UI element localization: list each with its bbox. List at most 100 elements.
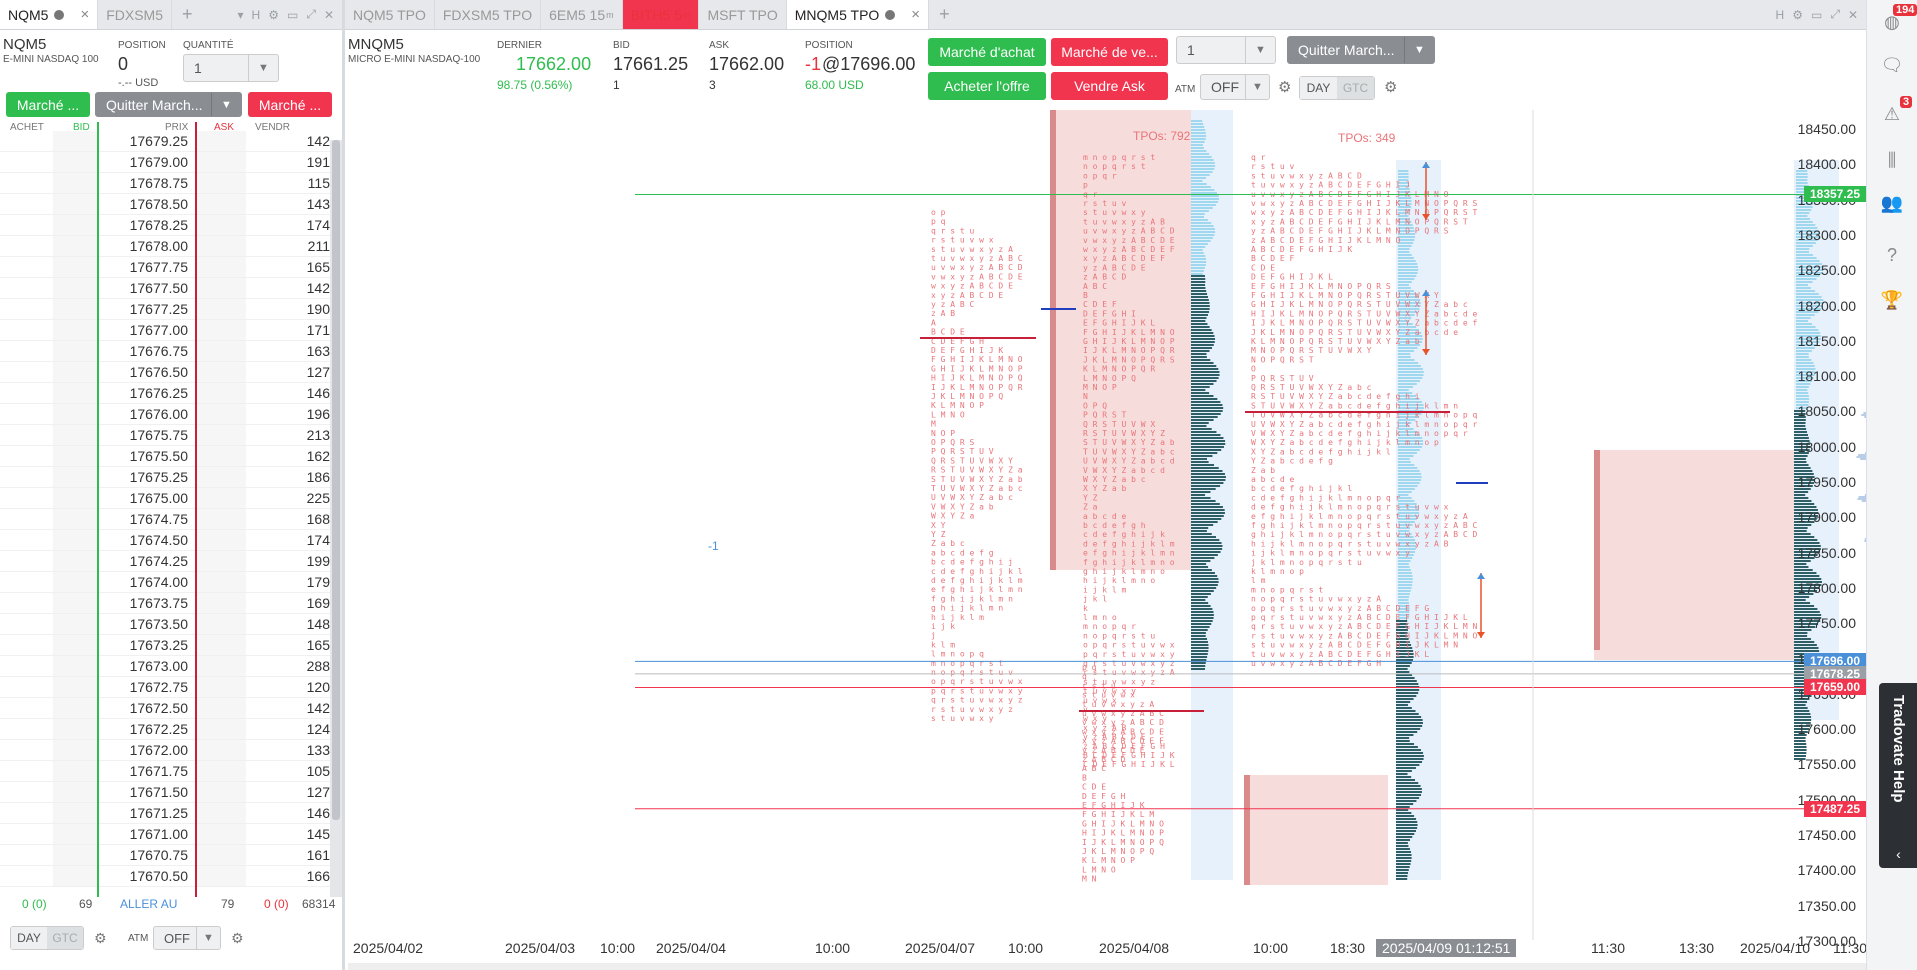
bid-cell[interactable] bbox=[53, 257, 98, 277]
ask-cell[interactable] bbox=[196, 593, 246, 613]
close-icon[interactable]: ✕ bbox=[1847, 7, 1858, 22]
bid-cell[interactable] bbox=[53, 404, 98, 424]
ladder-row[interactable]: 17674.25 199 bbox=[0, 551, 342, 572]
ask-cell[interactable] bbox=[196, 383, 246, 403]
ladder-row[interactable]: 17673.00 288 bbox=[0, 656, 342, 677]
ask-cell[interactable] bbox=[196, 194, 246, 214]
ladder-row[interactable]: 17676.00 196 bbox=[0, 404, 342, 425]
sell-ask-button[interactable]: Vendre Ask bbox=[1051, 72, 1168, 100]
buy-market-button[interactable]: Marché d'achat bbox=[928, 38, 1046, 66]
ladder-row[interactable]: 17673.25 165 bbox=[0, 635, 342, 656]
ask-cell[interactable] bbox=[196, 761, 246, 781]
ask-cell[interactable] bbox=[196, 257, 246, 277]
bid-cell[interactable] bbox=[53, 467, 98, 487]
buy-bid-button[interactable]: Acheter l'offre bbox=[928, 72, 1046, 100]
ask-cell[interactable] bbox=[196, 467, 246, 487]
ask-cell[interactable] bbox=[196, 698, 246, 718]
chevron-down-icon[interactable]: ▾ bbox=[237, 7, 244, 22]
bid-cell[interactable] bbox=[53, 446, 98, 466]
bid-cell[interactable] bbox=[53, 173, 98, 193]
ladder-row[interactable]: 17679.00 191 bbox=[0, 152, 342, 173]
users-icon[interactable]: 👥 bbox=[1880, 193, 1904, 213]
ladder-row[interactable]: 17676.50 127 bbox=[0, 362, 342, 383]
ladder-row[interactable]: 17677.75 165 bbox=[0, 257, 342, 278]
ask-cell[interactable] bbox=[196, 530, 246, 550]
quantity-select[interactable]: 1 ▼ bbox=[1176, 36, 1276, 64]
window-icon[interactable]: ▭ bbox=[1810, 7, 1823, 22]
bid-cell[interactable] bbox=[53, 215, 98, 235]
ask-cell[interactable] bbox=[196, 173, 246, 193]
bid-cell[interactable] bbox=[53, 509, 98, 529]
bid-cell[interactable] bbox=[53, 698, 98, 718]
bid-cell[interactable] bbox=[53, 299, 98, 319]
tpo-chart[interactable]: o p p q q r s t u r s t u v w x s t u v … bbox=[348, 110, 1866, 940]
bid-cell[interactable] bbox=[53, 572, 98, 592]
bid-cell[interactable] bbox=[53, 740, 98, 760]
ladder-row[interactable]: 17675.75 213 bbox=[0, 425, 342, 446]
bid-cell[interactable] bbox=[53, 677, 98, 697]
bid-cell[interactable] bbox=[53, 152, 98, 172]
tab-fdxsm5[interactable]: FDXSM5 bbox=[98, 0, 173, 29]
ladder-row[interactable]: 17678.00 211 bbox=[0, 236, 342, 257]
bid-cell[interactable] bbox=[53, 593, 98, 613]
bid-cell[interactable] bbox=[53, 530, 98, 550]
tab-mnqm5-tpo[interactable]: MNQM5 TPO × bbox=[786, 0, 930, 29]
ask-cell[interactable] bbox=[196, 719, 246, 739]
ask-cell[interactable] bbox=[196, 740, 246, 760]
ladder-row[interactable]: 17673.75 169 bbox=[0, 593, 342, 614]
ask-cell[interactable] bbox=[196, 404, 246, 424]
ladder-row[interactable]: 17671.25 146 bbox=[0, 803, 342, 824]
close-icon[interactable]: × bbox=[80, 6, 90, 23]
ask-cell[interactable] bbox=[196, 824, 246, 844]
bid-cell[interactable] bbox=[53, 761, 98, 781]
ask-cell[interactable] bbox=[196, 341, 246, 361]
ask-cell[interactable] bbox=[196, 803, 246, 823]
bid-cell[interactable] bbox=[53, 362, 98, 382]
ask-cell[interactable] bbox=[196, 572, 246, 592]
bid-cell[interactable] bbox=[53, 803, 98, 823]
ask-cell[interactable] bbox=[196, 425, 246, 445]
ask-cell[interactable] bbox=[196, 236, 246, 256]
quantity-select[interactable]: 1 ▼ bbox=[183, 54, 279, 82]
bid-cell[interactable] bbox=[53, 656, 98, 676]
ask-cell[interactable] bbox=[196, 299, 246, 319]
ladder-row[interactable]: 17675.00 225 bbox=[0, 488, 342, 509]
ask-cell[interactable] bbox=[196, 446, 246, 466]
gear-icon[interactable]: ⚙ bbox=[1792, 7, 1803, 22]
ladder-row[interactable]: 17676.25 146 bbox=[0, 383, 342, 404]
bid-cell[interactable] bbox=[53, 425, 98, 445]
ask-cell[interactable] bbox=[196, 131, 246, 151]
help-icon[interactable]: ? bbox=[1886, 245, 1897, 265]
ladder-row[interactable]: 17678.75 115 bbox=[0, 173, 342, 194]
ask-cell[interactable] bbox=[196, 278, 246, 298]
ladder-row[interactable]: 17671.50 127 bbox=[0, 782, 342, 803]
tif-toggle[interactable]: DAY GTC bbox=[10, 926, 84, 950]
ask-cell[interactable] bbox=[196, 782, 246, 802]
ask-cell[interactable] bbox=[196, 866, 246, 886]
gear-icon[interactable]: ⚙ bbox=[94, 930, 107, 946]
ladder-row[interactable]: 17677.00 171 bbox=[0, 320, 342, 341]
h-icon[interactable]: H bbox=[1775, 7, 1785, 22]
gear-icon[interactable]: ⚙ bbox=[268, 7, 279, 22]
bid-cell[interactable] bbox=[53, 866, 98, 886]
quit-market-select[interactable]: Quitter March... ▼ bbox=[1287, 36, 1435, 64]
warning-icon[interactable]: ⚠ bbox=[1883, 104, 1901, 124]
ladder-row[interactable]: 17671.00 145 bbox=[0, 824, 342, 845]
ladder-row[interactable]: 17671.75 105 bbox=[0, 761, 342, 782]
price-axis[interactable]: 18450.0018400.0018350.0018300.0018250.00… bbox=[1796, 110, 1866, 949]
tab-fdxsm5-tpo[interactable]: FDXSM5 TPO bbox=[435, 0, 542, 29]
bid-cell[interactable] bbox=[53, 320, 98, 340]
buy-market-button[interactable]: Marché ... bbox=[6, 92, 90, 117]
ladder-row[interactable]: 17674.00 179 bbox=[0, 572, 342, 593]
bid-cell[interactable] bbox=[53, 845, 98, 865]
bid-cell[interactable] bbox=[53, 131, 98, 151]
ladder-row[interactable]: 17678.25 174 bbox=[0, 215, 342, 236]
bid-cell[interactable] bbox=[53, 719, 98, 739]
ladder-scrollbar[interactable] bbox=[330, 140, 342, 897]
sell-market-button[interactable]: Marché ... bbox=[248, 92, 332, 117]
gear-icon[interactable]: ⚙ bbox=[1384, 79, 1398, 96]
ask-cell[interactable] bbox=[196, 635, 246, 655]
ladder-row[interactable]: 17673.50 148 bbox=[0, 614, 342, 635]
ask-cell[interactable] bbox=[196, 614, 246, 634]
